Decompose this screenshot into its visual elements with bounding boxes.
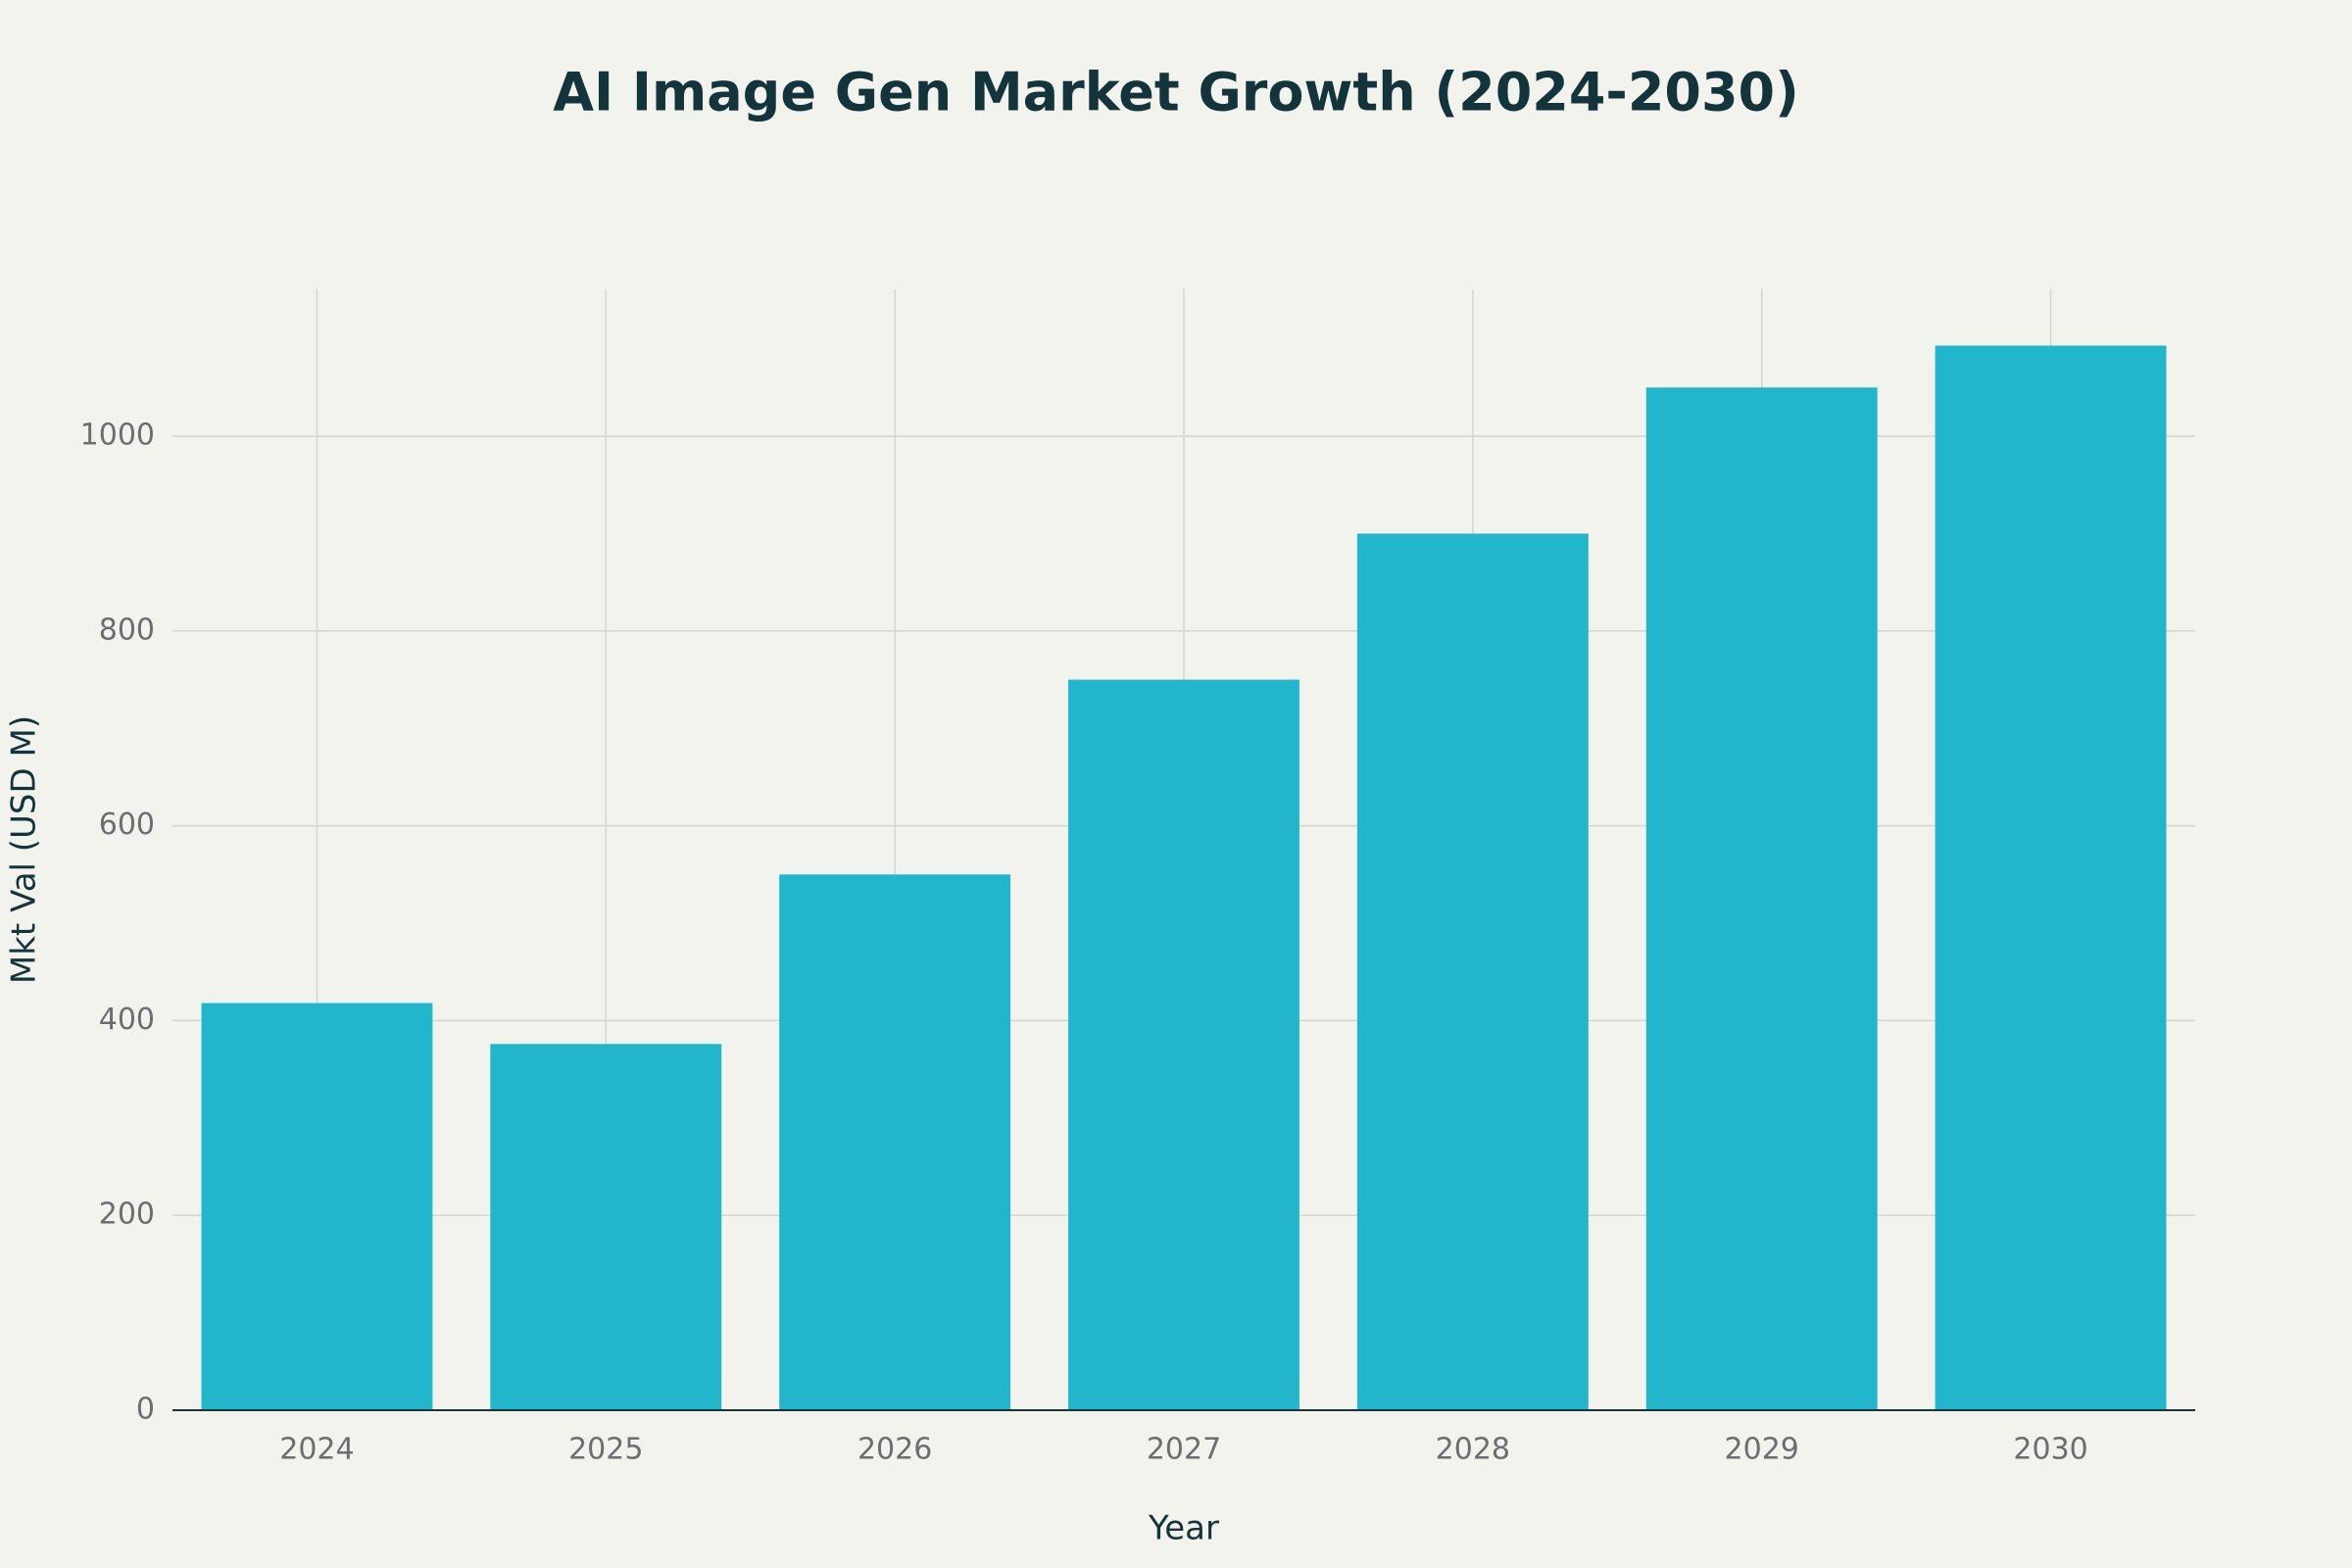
x-axis-label: Year (1148, 1509, 1219, 1548)
x-tick-label: 2024 (279, 1433, 354, 1467)
x-tick-label: 2025 (568, 1433, 643, 1467)
x-tick-label: 2027 (1147, 1433, 1221, 1467)
y-tick-label: 400 (99, 1003, 155, 1037)
bar (490, 1044, 722, 1410)
y-axis-label: Mkt Val (USD M) (5, 715, 44, 984)
y-tick-label: 800 (99, 612, 155, 647)
y-tick-label: 0 (136, 1393, 155, 1427)
chart-title: AI Image Gen Market Growth (2024-2030) (553, 62, 1799, 123)
bar (1935, 345, 2167, 1411)
x-tick-label: 2029 (1725, 1433, 1799, 1467)
bar (779, 874, 1011, 1410)
bar (1645, 387, 1878, 1410)
x-tick-label: 2028 (1436, 1433, 1510, 1467)
x-tick-label: 2026 (858, 1433, 932, 1467)
bar (1068, 679, 1299, 1410)
x-tick-label: 2030 (2013, 1433, 2087, 1467)
bar (1356, 533, 1589, 1410)
y-tick-label: 600 (99, 808, 155, 842)
y-tick-label: 200 (99, 1198, 155, 1232)
bar (201, 1003, 433, 1410)
y-tick-label: 1000 (80, 418, 155, 453)
